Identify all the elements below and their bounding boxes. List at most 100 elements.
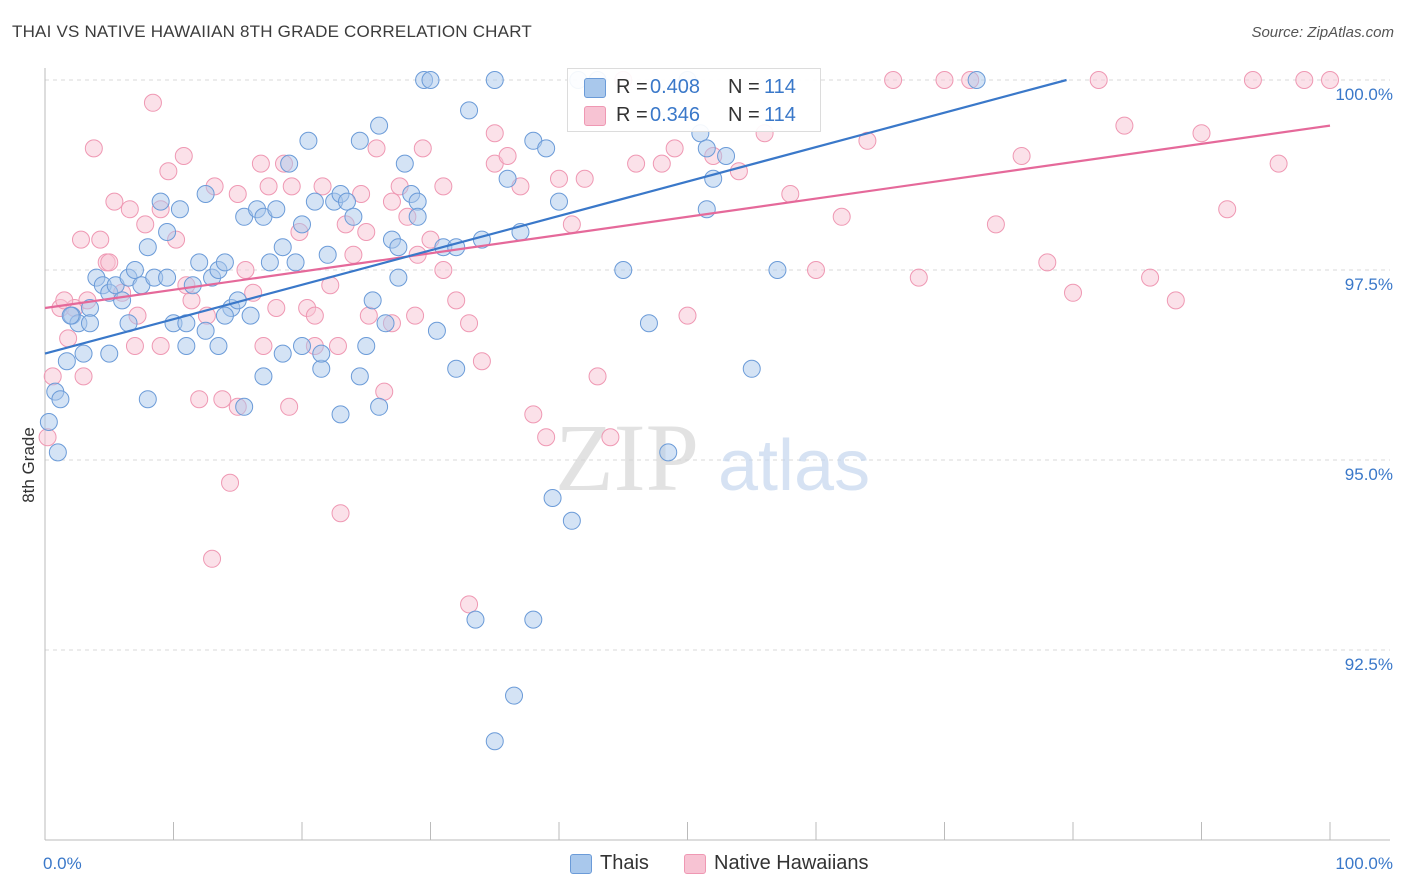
thais-point (370, 397, 389, 416)
native-hawaiians-point (151, 337, 170, 355)
native-hawaiians-point (280, 397, 299, 416)
thais-point (460, 101, 479, 120)
thais-point (427, 321, 446, 340)
thais-point (286, 253, 305, 272)
y-tick-label: 97.5% (1345, 275, 1393, 294)
native-hawaiians-point (460, 314, 479, 333)
native-hawaiians-point (100, 253, 119, 272)
native-hawaiians-point (588, 367, 607, 386)
native-hawaiians-point (498, 147, 517, 165)
native-hawaiians-point (159, 162, 178, 181)
native-hawaiians-point (136, 215, 155, 234)
native-hawaiians-point (91, 230, 110, 249)
thais-point (742, 359, 761, 378)
native-hawaiians-point (1192, 124, 1211, 143)
thais-point (395, 154, 414, 173)
native-hawaiians-point (221, 473, 240, 492)
thais-point (48, 443, 67, 462)
native-hawaiians-point (43, 367, 62, 386)
native-hawaiians-point (1166, 291, 1185, 310)
native-hawaiians-point (382, 192, 401, 211)
native-hawaiians-point (74, 367, 93, 386)
thais-point (158, 223, 177, 241)
native-hawaiians-point (367, 139, 386, 158)
thais-point (350, 131, 369, 150)
native-hawaiians-point (84, 139, 103, 158)
thais-point (543, 489, 562, 507)
thais-point (305, 192, 324, 211)
thais-point (254, 367, 273, 386)
source-label: Source: ZipAtlas.com (1251, 24, 1394, 41)
thais-point (177, 337, 196, 355)
legend-swatch-thais (570, 854, 592, 874)
native-hawaiians-point (352, 185, 371, 203)
thais-point (331, 405, 350, 424)
native-hawaiians-point (550, 169, 568, 188)
thais-point (318, 245, 337, 264)
thais-point (337, 192, 356, 211)
thais-point (39, 413, 58, 431)
legend-label-thais: Thais (600, 852, 649, 874)
thais-point (524, 610, 543, 629)
native-hawaiians-point (832, 207, 851, 226)
native-hawaiians-point (1115, 116, 1134, 135)
thais-point (485, 732, 504, 751)
axes (44, 68, 1390, 841)
native-hawaiians-point (665, 139, 684, 158)
native-hawaiians-point (485, 124, 504, 143)
thais-point (235, 397, 254, 416)
thais-point (389, 238, 408, 257)
thais-point (485, 71, 504, 89)
native-hawaiians-point (1321, 71, 1339, 89)
native-hawaiians-point (105, 192, 124, 211)
y-tick-label: 100.0% (1335, 85, 1393, 104)
thais-point (190, 253, 209, 272)
thais-point (57, 352, 76, 371)
native-hawaiians-point (203, 549, 222, 568)
legend-r-label: R = (616, 104, 648, 126)
thais-point (363, 291, 382, 310)
native-hawaiians-point (434, 261, 453, 279)
native-hawaiians-point (267, 299, 286, 317)
thais-point (51, 390, 70, 409)
native-hawaiians-point (1218, 200, 1237, 219)
thais-point (299, 131, 318, 150)
native-hawaiians-point (935, 71, 954, 89)
thais-point (74, 344, 93, 363)
thais-point (151, 192, 170, 211)
legend-r-value-thais: 0.408 (650, 76, 701, 98)
native-hawaiians-point (524, 405, 543, 424)
thais-point (376, 314, 395, 333)
native-hawaiians-point (460, 595, 479, 614)
native-hawaiians-point (38, 428, 57, 447)
native-hawaiians-point (627, 154, 646, 173)
y-tick-label: 95.0% (1345, 465, 1393, 484)
native-hawaiians-point (1064, 283, 1082, 302)
native-hawaiians-point (909, 268, 928, 287)
native-hawaiians-point (1295, 71, 1314, 89)
thais-point (196, 185, 215, 203)
native-hawaiians-point (375, 382, 394, 401)
legend-swatch-native-hawaiians (584, 106, 606, 126)
thais-point (357, 337, 376, 355)
thais-point (293, 215, 311, 234)
native-hawaiians-point (575, 169, 594, 188)
legend-label-native-hawaiians: Native Hawaiians (714, 852, 869, 874)
native-hawaiians-point (472, 352, 491, 371)
tick-labels: 92.5% 95.0% 97.5% 100.0% 0.0% 100.0% (43, 85, 1393, 873)
native-hawaiians-point (251, 154, 270, 173)
native-hawaiians-point (1269, 154, 1288, 173)
thais-point (505, 686, 524, 705)
thais-point (697, 139, 716, 158)
thais-point (659, 443, 678, 462)
native-hawaiians-point (344, 245, 363, 264)
gridlines (45, 79, 1390, 651)
thais-point (350, 367, 369, 386)
thais-point (80, 314, 99, 333)
x-tick-label-max: 100.0% (1335, 854, 1393, 873)
thais-point (312, 344, 331, 363)
y-tick-label: 92.5% (1345, 655, 1393, 674)
chart-title: THAI VS NATIVE HAWAIIAN 8TH GRADE CORREL… (12, 22, 532, 41)
legend-n-value-thais: 114 (764, 76, 796, 98)
series-legend: Thais Native Hawaiians (0, 852, 1406, 878)
